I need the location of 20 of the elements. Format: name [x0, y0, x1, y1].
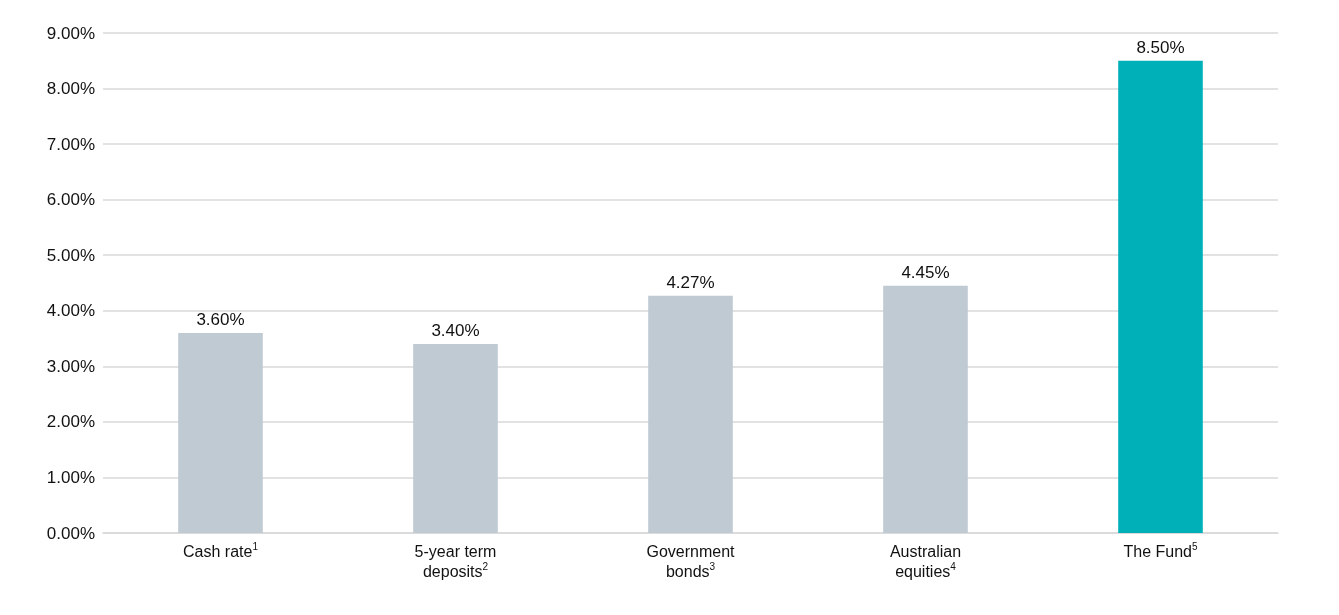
data-label: 3.60%: [196, 310, 245, 329]
data-label: 4.45%: [901, 262, 950, 282]
y-tick-label: 7.00%: [46, 134, 95, 154]
y-tick-label: 8.00%: [46, 79, 95, 99]
bar: [883, 285, 968, 533]
data-label: 8.50%: [1136, 37, 1185, 57]
y-tick-label: 4.00%: [46, 301, 95, 321]
y-tick-label: 2.00%: [46, 412, 95, 432]
y-tick-label: 6.00%: [46, 190, 95, 210]
y-tick-label: 1.00%: [46, 467, 95, 487]
bar: [178, 333, 263, 533]
y-tick-label: 5.00%: [46, 245, 95, 265]
y-tick-label: 0.00%: [46, 523, 95, 543]
y-tick-label: 9.00%: [46, 23, 95, 43]
data-label: 3.40%: [431, 321, 480, 341]
bar: [648, 295, 733, 533]
bar: [1118, 60, 1203, 533]
bar: [413, 344, 498, 533]
y-tick-label: 3.00%: [46, 356, 95, 376]
data-label: 4.27%: [666, 272, 715, 292]
